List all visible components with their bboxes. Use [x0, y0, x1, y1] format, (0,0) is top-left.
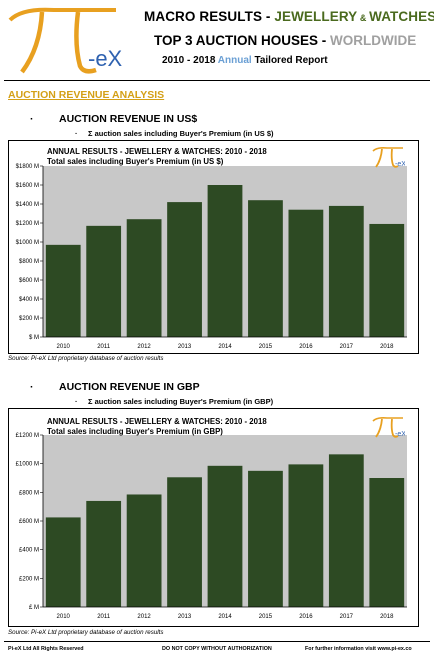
gbp-bar-2010 — [45, 517, 81, 607]
mini-logo-icon: -eX — [372, 147, 405, 168]
svg-text:-eX: -eX — [88, 46, 123, 71]
gbp-chart-title: ANNUAL RESULTS - JEWELLERY & WATCHES: 20… — [47, 417, 267, 426]
usd-ytick-label: $1200 M — [16, 221, 39, 227]
gbp-ytick-label: £600 M — [19, 519, 39, 525]
usd-ytick-label: $800 M — [19, 259, 39, 265]
gbp-ytick-label: £400 M — [19, 548, 39, 554]
report-title-line1: MACRO RESULTS - JEWELLERY & WATCHES — [144, 9, 434, 24]
gbp-xtick-label: 2018 — [380, 614, 394, 620]
pi-ex-logo: -eX — [8, 7, 123, 74]
usd-bar-2011 — [86, 225, 122, 337]
gbp-bar-2014 — [207, 465, 243, 607]
gbp-ytick-label: £1200 M — [16, 433, 39, 439]
usd-subheading: · Σ auction sales including Buyer's Premi… — [75, 129, 274, 138]
usd-chart-subtitle: Total sales including Buyer's Premium (i… — [47, 157, 224, 166]
gbp-chart: £ M £200 M £400 M £600 M £800 M £1000 M £1200 … — [8, 408, 419, 627]
bullet-icon: · — [75, 129, 78, 138]
usd-bar-2012 — [126, 219, 162, 337]
gbp-xtick-label: 2017 — [340, 614, 354, 620]
gbp-bar-2013 — [167, 477, 202, 607]
usd-ytick-label: $600 M — [19, 278, 39, 284]
gbp-ytick-label: £1000 M — [16, 462, 39, 468]
usd-chart-title: ANNUAL RESULTS - JEWELLERY & WATCHES: 20… — [47, 147, 267, 156]
usd-ytick-label: $200 M — [19, 316, 39, 322]
usd-ytick-label: $1000 M — [16, 240, 39, 246]
gbp-bar-2017 — [328, 454, 364, 607]
footer-rights: Pi-eX Ltd All Rights Reserved — [8, 646, 84, 652]
usd-chart: $ M $200 M $400 M $600 M $800 M $1000 M $1200 … — [8, 140, 419, 354]
gbp-ytick-label: £800 M — [19, 490, 39, 496]
gbp-xtick-label: 2015 — [259, 614, 273, 620]
report-title-line3: 2010 - 2018 Annual Tailored Report — [162, 55, 328, 66]
usd-xtick-label: 2011 — [97, 344, 111, 350]
gbp-xtick-label: 2010 — [57, 614, 71, 620]
gbp-bar-2016 — [288, 464, 324, 607]
usd-bar-2015 — [248, 200, 283, 337]
gbp-chart-plot: £ M £200 M £400 M £600 M £800 M £1000 M £1200 … — [16, 433, 407, 620]
bullet-icon: · — [30, 381, 34, 393]
usd-xtick-label: 2016 — [299, 344, 313, 350]
footer-copy-notice: DO NOT COPY WITHOUT AUTHORIZATION — [162, 646, 272, 652]
usd-bar-2018 — [369, 223, 405, 337]
usd-xtick-label: 2018 — [380, 344, 394, 350]
usd-xtick-label: 2013 — [178, 344, 192, 350]
gbp-ytick-label: £200 M — [19, 576, 39, 582]
section-title: AUCTION REVENUE ANALYSIS — [8, 89, 165, 101]
footer-divider — [4, 641, 430, 642]
usd-bar-2016 — [288, 209, 324, 337]
gbp-xtick-label: 2014 — [218, 614, 232, 620]
gbp-bar-2012 — [126, 494, 162, 607]
svg-text:-eX: -eX — [395, 161, 405, 168]
usd-ytick-label: $1800 M — [16, 164, 39, 170]
header-divider — [4, 80, 430, 81]
usd-xtick-label: 2014 — [218, 344, 232, 350]
usd-bar-2013 — [167, 202, 202, 337]
bullet-icon: · — [75, 397, 78, 406]
gbp-bar-2011 — [86, 500, 122, 607]
usd-ytick-label: $400 M — [19, 297, 39, 303]
gbp-xtick-label: 2011 — [97, 614, 111, 620]
bullet-icon: · — [30, 113, 34, 125]
usd-ytick-label: $ M — [29, 335, 39, 341]
svg-text:-eX: -eX — [395, 431, 405, 438]
gbp-chart-subtitle: Total sales including Buyer's Premium (i… — [47, 427, 223, 436]
usd-ytick-label: $1600 M — [16, 183, 39, 189]
usd-bar-2010 — [45, 244, 81, 337]
report-title-line2: TOP 3 AUCTION HOUSES - WORLDWIDE — [154, 33, 417, 48]
gbp-xtick-label: 2012 — [137, 614, 151, 620]
gbp-bar-2018 — [369, 478, 405, 607]
usd-ytick-label: $1400 M — [16, 202, 39, 208]
usd-xtick-label: 2015 — [259, 344, 273, 350]
gbp-xtick-label: 2016 — [299, 614, 313, 620]
gbp-ytick-label: £ M — [29, 605, 39, 611]
usd-heading: · AUCTION REVENUE IN US$ — [30, 113, 198, 125]
usd-xtick-label: 2010 — [57, 344, 71, 350]
usd-bar-2017 — [328, 205, 364, 337]
usd-bar-2014 — [207, 185, 243, 337]
usd-chart-plot: $ M $200 M $400 M $600 M $800 M $1000 M $1200 … — [16, 164, 407, 350]
gbp-source-note: Source: Pi-eX Ltd proprietary database o… — [8, 629, 164, 636]
gbp-xtick-label: 2013 — [178, 614, 192, 620]
usd-xtick-label: 2012 — [137, 344, 151, 350]
usd-xtick-label: 2017 — [340, 344, 354, 350]
footer-website: For further information visit www.pi-ex.… — [305, 646, 412, 652]
mini-logo-icon: -eX — [372, 417, 405, 438]
usd-source-note: Source: Pi-eX Ltd proprietary database o… — [8, 355, 164, 362]
gbp-bar-2015 — [248, 470, 283, 607]
gbp-subheading: · Σ auction sales including Buyer's Premi… — [75, 397, 274, 406]
gbp-heading: · AUCTION REVENUE IN GBP — [30, 381, 200, 393]
